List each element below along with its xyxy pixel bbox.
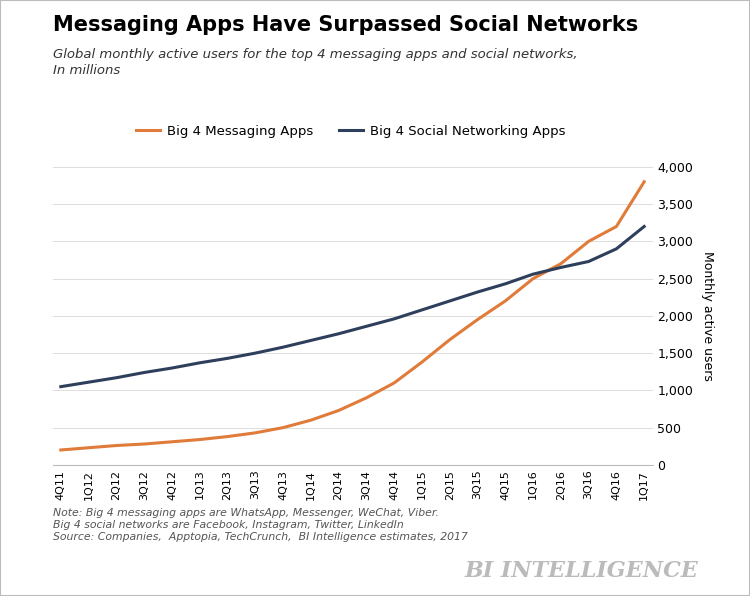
Text: Source: Companies,  Apptopia, TechCrunch,  BI Intelligence estimates, 2017: Source: Companies, Apptopia, TechCrunch,… [53,532,467,542]
Text: Global monthly active users for the top 4 messaging apps and social networks,: Global monthly active users for the top … [53,48,578,61]
Text: In millions: In millions [53,64,120,77]
Text: BI INTELLIGENCE: BI INTELLIGENCE [465,560,699,582]
Legend: Big 4 Messaging Apps, Big 4 Social Networking Apps: Big 4 Messaging Apps, Big 4 Social Netwo… [131,120,571,144]
Y-axis label: Monthly active users: Monthly active users [701,251,714,381]
Text: Note: Big 4 messaging apps are WhatsApp, Messenger, WeChat, Viber.: Note: Big 4 messaging apps are WhatsApp,… [53,508,438,518]
Text: Big 4 social networks are Facebook, Instagram, Twitter, LinkedIn: Big 4 social networks are Facebook, Inst… [53,520,404,530]
Text: Messaging Apps Have Surpassed Social Networks: Messaging Apps Have Surpassed Social Net… [53,15,638,35]
